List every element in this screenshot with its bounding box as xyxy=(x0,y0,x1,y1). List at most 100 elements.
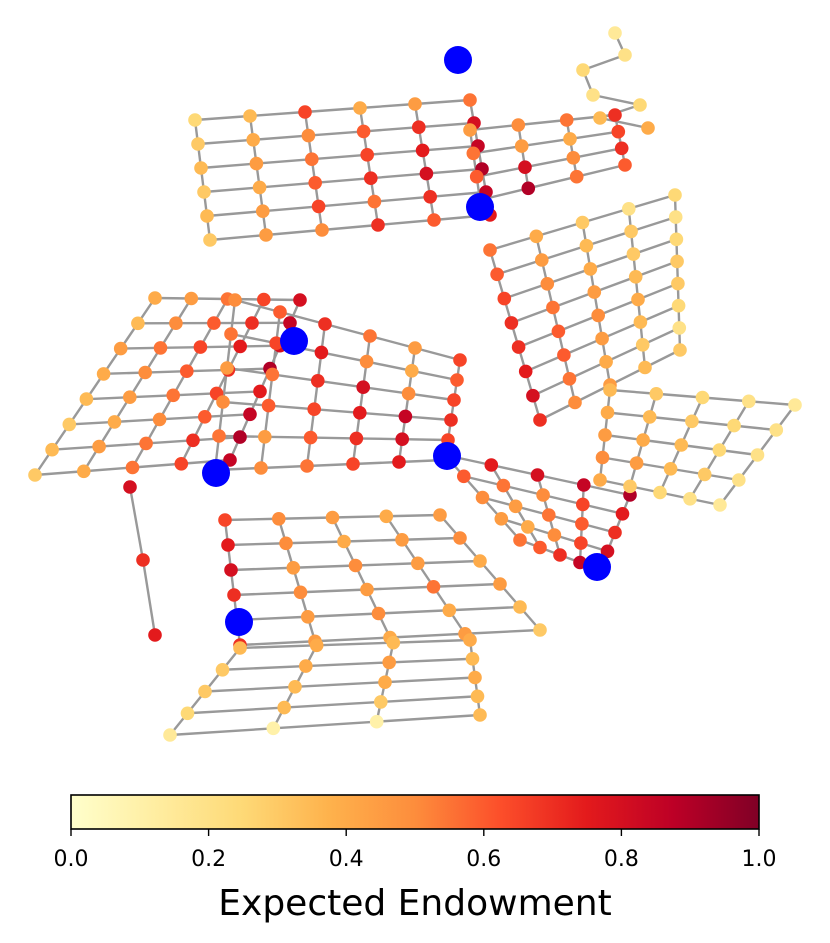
network-edge xyxy=(102,371,147,376)
network-node xyxy=(198,410,212,424)
network-node xyxy=(631,292,645,307)
network-node xyxy=(673,343,687,357)
colorbar-tick-label: 0.4 xyxy=(329,847,364,872)
network-edge xyxy=(376,218,436,227)
network-node xyxy=(553,548,567,562)
network-edge xyxy=(373,195,432,203)
network-edge xyxy=(299,588,369,594)
network-edge xyxy=(282,700,383,709)
network-edge xyxy=(113,418,161,424)
network-node xyxy=(382,655,397,670)
network-edge xyxy=(608,388,658,395)
network-edge xyxy=(400,536,462,541)
network-edge xyxy=(205,209,264,218)
network-edge xyxy=(131,462,183,469)
network-edge xyxy=(598,116,650,130)
network-node xyxy=(618,158,632,172)
network-edge xyxy=(581,503,624,515)
network-node xyxy=(457,469,471,484)
network-node xyxy=(533,413,547,427)
network-edge xyxy=(277,516,334,520)
network-edge xyxy=(388,632,467,639)
network-node xyxy=(166,388,180,403)
network-node xyxy=(265,367,280,382)
network-edge xyxy=(97,442,148,448)
network-node xyxy=(253,384,267,399)
network-node xyxy=(286,561,301,575)
network-edge xyxy=(293,680,387,689)
network-node xyxy=(395,533,409,547)
network-edge xyxy=(272,720,378,730)
network-node xyxy=(261,398,276,413)
network-edge xyxy=(585,230,633,247)
network-node xyxy=(180,706,195,721)
network-node xyxy=(198,684,212,699)
network-node xyxy=(635,338,650,352)
network-node xyxy=(255,204,270,218)
network-node xyxy=(463,633,477,647)
network-node xyxy=(45,442,59,457)
network-node xyxy=(473,554,487,568)
network-edge xyxy=(425,167,484,175)
network-node xyxy=(463,93,477,107)
network-edge xyxy=(535,221,584,238)
network-edge xyxy=(284,540,346,545)
network-edge xyxy=(655,392,704,399)
network-node xyxy=(551,324,566,339)
network-edge xyxy=(375,713,482,723)
network-node xyxy=(633,315,648,329)
network-node xyxy=(608,108,622,122)
network-node xyxy=(540,277,555,291)
network-edge xyxy=(368,334,417,350)
network-node xyxy=(186,433,200,448)
network-node xyxy=(600,544,615,559)
network-node xyxy=(742,394,756,409)
network-edge xyxy=(320,223,380,232)
network-edge xyxy=(264,228,324,237)
network-node xyxy=(62,417,77,432)
network-node xyxy=(303,430,318,445)
network-node xyxy=(508,499,523,514)
network-edge xyxy=(292,564,357,569)
network-node xyxy=(636,433,650,447)
network-edge xyxy=(562,337,604,357)
network-node xyxy=(314,345,329,360)
highlighted-nodes xyxy=(202,46,611,636)
network-node xyxy=(608,26,622,40)
network-node xyxy=(513,533,527,547)
highlighted-node xyxy=(433,442,461,470)
network-node xyxy=(447,393,461,407)
network-node xyxy=(453,531,467,545)
network-node xyxy=(364,171,378,185)
network-edge xyxy=(193,114,252,122)
network-node xyxy=(258,430,272,444)
network-node xyxy=(348,558,363,573)
network-node xyxy=(518,160,532,174)
network-node xyxy=(359,354,374,369)
network-node xyxy=(427,213,441,227)
network-edge xyxy=(261,205,320,213)
network-edge xyxy=(432,582,502,588)
network-edge xyxy=(229,332,278,345)
network-node xyxy=(301,610,315,624)
network-edge xyxy=(172,392,218,397)
network-node xyxy=(379,509,394,524)
network-node xyxy=(568,395,582,410)
network-edge xyxy=(362,386,410,395)
network-node xyxy=(346,457,360,471)
network-edge xyxy=(313,408,361,414)
colorbar-tick-label: 0.6 xyxy=(466,847,501,872)
network-edge xyxy=(747,400,797,407)
network-edge xyxy=(232,591,302,597)
colorbar-gradient xyxy=(70,794,760,830)
colorbar: 0.0 0.2 0.4 0.6 0.8 1.0 Expected Endowment xyxy=(54,794,777,924)
network-edge xyxy=(143,370,188,374)
network-edge xyxy=(355,437,404,441)
network-node xyxy=(257,292,271,307)
network-node xyxy=(535,253,549,267)
network-edge xyxy=(50,445,101,451)
network-node xyxy=(188,113,202,127)
network-edge xyxy=(248,110,307,118)
network-node xyxy=(243,109,257,123)
network-edge xyxy=(732,424,778,432)
